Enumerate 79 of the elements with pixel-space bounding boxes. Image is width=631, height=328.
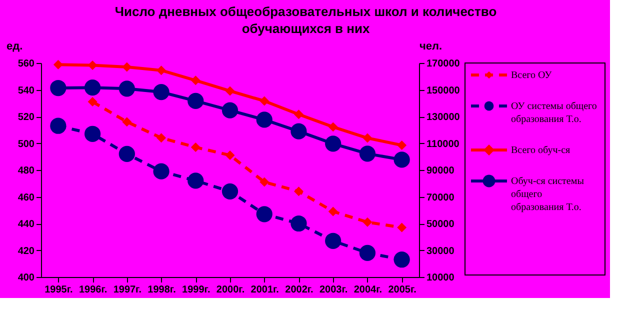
point	[397, 140, 407, 150]
point	[256, 112, 272, 128]
point	[359, 146, 376, 162]
point	[122, 62, 132, 72]
y-tick-label: 420	[18, 246, 35, 257]
point	[325, 136, 342, 152]
legend-label: Всего обуч-ся	[511, 145, 571, 156]
point	[328, 206, 338, 216]
y-tick-label: 500	[18, 138, 35, 150]
y2-axis-title: чел.	[420, 40, 442, 52]
point	[190, 142, 200, 152]
y2-tick-label: 90000	[426, 166, 455, 176]
y2-tick-label: 30000	[426, 246, 455, 257]
y-tick-label: 520	[18, 112, 35, 123]
x-tick-label: 2002г.	[285, 284, 314, 296]
x-tick-label: 2003г.	[319, 284, 348, 296]
y2-tick-label: 70000	[426, 192, 455, 204]
point	[256, 206, 272, 222]
point	[260, 96, 270, 106]
x-tick-label: 2005г.	[388, 284, 417, 296]
x-tick-label: 2000г.	[216, 284, 245, 296]
point	[153, 163, 170, 180]
point	[50, 118, 66, 134]
point	[394, 252, 410, 268]
y-axis-title: ед.	[6, 40, 23, 52]
point	[394, 152, 410, 168]
y2-tick-label: 150000	[426, 85, 460, 96]
point	[362, 217, 372, 227]
y-tick-label: 540	[18, 85, 35, 96]
y-tick-label: 460	[18, 192, 35, 204]
chart-title: Число дневных общеобразовательных школ и количество обучающихся в них	[114, 4, 497, 36]
x-tick-label: 1998г.	[148, 284, 176, 296]
point	[222, 183, 238, 200]
point	[362, 133, 372, 143]
y-tick-label: 560	[18, 58, 35, 70]
legend-label: ОУ системы общего образования Т.о.	[511, 101, 597, 125]
point	[118, 80, 135, 97]
point	[188, 172, 204, 189]
y-tick-label: 480	[18, 166, 35, 176]
point	[225, 150, 235, 160]
point	[88, 60, 98, 70]
x-tick-label: 2001г.	[250, 284, 280, 296]
point	[294, 110, 304, 120]
point	[290, 123, 307, 140]
point	[225, 86, 235, 96]
point	[328, 122, 338, 132]
point	[190, 76, 200, 86]
point	[222, 102, 238, 118]
point	[290, 215, 307, 232]
point	[294, 186, 304, 196]
point	[153, 84, 170, 100]
point	[397, 222, 407, 232]
point	[50, 80, 66, 96]
point	[122, 117, 132, 127]
y2-tick-label: 50000	[426, 219, 455, 230]
point	[53, 60, 63, 70]
x-tick-label: 1997г.	[113, 284, 142, 296]
point	[88, 97, 98, 107]
point	[156, 66, 166, 76]
legend-label: Обуч-ся системы общего образования Т.о.	[511, 176, 584, 213]
y-tick-label: 400	[18, 272, 35, 284]
y2-tick-label: 170000	[426, 58, 460, 70]
legend-label: Всего ОУ	[511, 70, 553, 81]
point	[118, 146, 135, 162]
x-tick-label: 1996г.	[78, 284, 108, 296]
point	[84, 126, 101, 142]
y2-tick-label: 110000	[426, 138, 460, 150]
point	[188, 92, 204, 110]
point	[359, 244, 376, 261]
point	[156, 133, 166, 143]
point	[325, 232, 342, 249]
y2-tick-label: 10000	[426, 272, 455, 284]
x-tick-label: 1995г.	[44, 284, 73, 296]
x-tick-label: 2004г.	[354, 284, 382, 296]
y2-tick-label: 130000	[426, 112, 460, 123]
x-tick-label: 1999г.	[182, 284, 210, 296]
y-tick-label: 440	[18, 219, 35, 230]
point	[84, 80, 101, 96]
point	[260, 177, 270, 187]
